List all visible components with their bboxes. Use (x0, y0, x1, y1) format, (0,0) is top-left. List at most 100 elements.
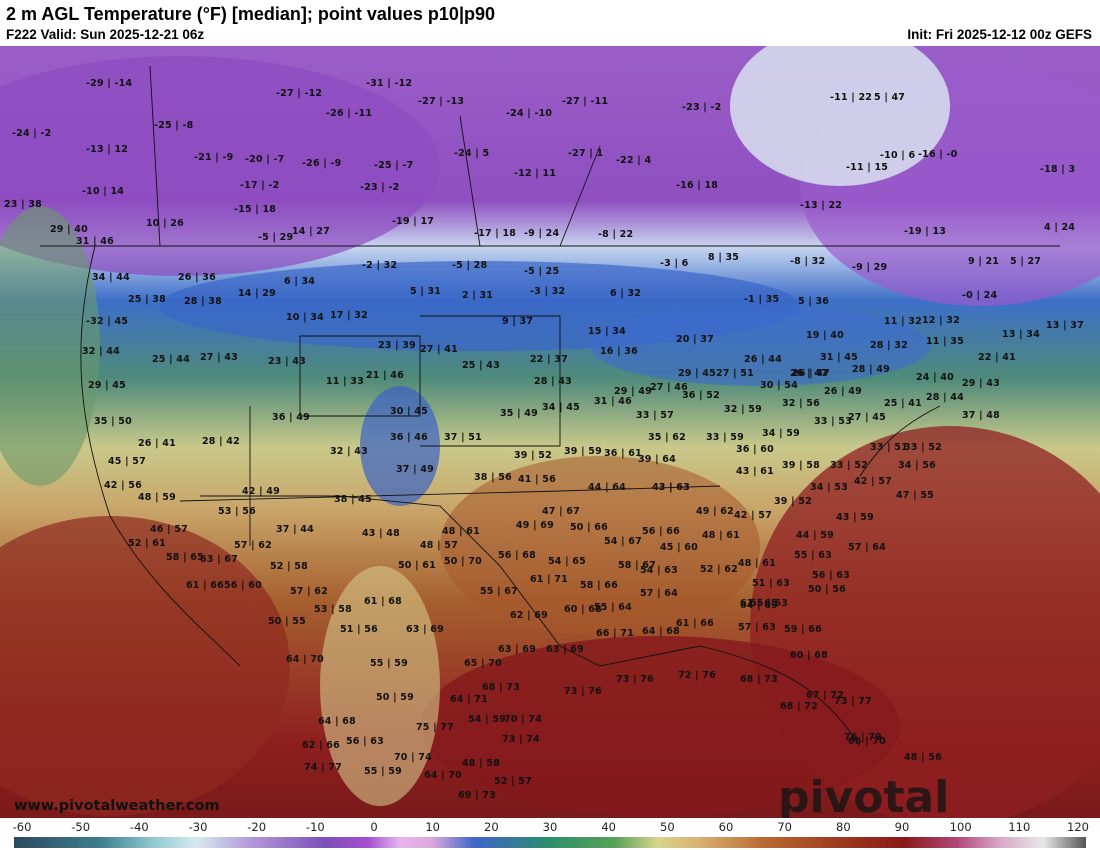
point-value-label: 31 | 45 (820, 352, 858, 363)
point-value-label: -8 | 32 (790, 256, 826, 267)
colorbar-tick-label: 10 (425, 820, 440, 834)
point-value-label: 52 | 58 (270, 561, 308, 572)
point-value-label: -3 | 6 (660, 258, 689, 269)
point-value-label: -26 | -9 (302, 158, 342, 169)
point-value-label: 10 | 26 (146, 218, 184, 229)
point-value-label: 61 | 68 (364, 596, 402, 607)
point-value-label: 50 | 66 (570, 522, 608, 533)
point-value-label: -5 | 28 (452, 260, 488, 271)
point-value-label: 6 | 32 (610, 288, 642, 299)
point-value-label: -19 | 13 (904, 226, 947, 237)
point-value-label: 39 | 59 (564, 446, 602, 457)
point-value-label: 12 | 32 (922, 315, 960, 326)
colorbar-tick-label: -50 (71, 820, 91, 834)
point-value-label: 55 | 64 (594, 602, 632, 613)
point-value-label: -1 | 35 (744, 294, 780, 305)
point-value-label: 64 | 71 (450, 694, 488, 705)
point-value-label: 57 | 62 (290, 586, 328, 597)
point-value-label: 43 | 63 (652, 482, 690, 493)
point-value-label: 73 | 77 (834, 696, 872, 707)
point-value-label: 33 | 57 (636, 410, 674, 421)
point-value-label: 25 | 44 (152, 354, 190, 365)
init-time: Init: Fri 2025-12-12 00z GEFS (907, 27, 1092, 42)
point-value-label: 29 | 49 (614, 386, 652, 397)
point-value-label: -22 | 4 (616, 155, 652, 166)
point-value-label: 17 | 32 (330, 310, 368, 321)
point-value-label: 32 | 59 (724, 404, 762, 415)
colorbar (14, 837, 1086, 848)
point-value-label: 39 | 58 (782, 460, 820, 471)
point-value-label: 42 | 49 (242, 486, 280, 497)
point-value-label: 54 | 59 (468, 714, 506, 725)
point-value-label: -24 | 5 (454, 148, 490, 159)
colorbar-tick-label: 40 (601, 820, 616, 834)
point-value-label: 27 | 46 (650, 382, 688, 393)
point-value-label: 8 | 35 (708, 252, 740, 263)
point-value-label: 32 | 44 (82, 346, 120, 357)
point-value-label: 9 | 21 (968, 256, 1000, 267)
point-value-label: 54 | 67 (604, 536, 642, 547)
point-value-label: 53 | 58 (314, 604, 352, 615)
point-value-label: 27 | 43 (200, 352, 238, 363)
point-value-label: 36 | 52 (682, 390, 720, 401)
point-value-label: 72 | 76 (678, 670, 716, 681)
point-value-label: 50 | 55 (268, 616, 306, 627)
point-value-label: -31 | -12 (366, 78, 413, 89)
point-value-label: 32 | 43 (330, 446, 368, 457)
point-value-label: 57 | 63 (738, 622, 776, 633)
point-value-label: 30 | 54 (760, 380, 798, 391)
point-value-label: 68 | 72 (780, 701, 818, 712)
point-value-label: 48 | 58 (462, 758, 500, 769)
point-value-label: 55 | 63 (750, 598, 788, 609)
point-value-label: -17 | 18 (474, 228, 517, 239)
point-value-label: 56 | 63 (346, 736, 384, 747)
point-value-label: -27 | -12 (276, 88, 323, 99)
point-value-label: 20 | 37 (676, 334, 714, 345)
point-value-label: 26 | 44 (744, 354, 782, 365)
point-value-label: -13 | 22 (800, 200, 843, 211)
point-value-label: -11 | 22 (830, 92, 873, 103)
colorbar-tick-label: 110 (1008, 820, 1031, 834)
point-value-label: 33 | 52 (904, 442, 942, 453)
point-value-label: 42 | 57 (734, 510, 772, 521)
point-value-label: 62 | 66 (302, 740, 340, 751)
point-value-label: -26 | -11 (326, 108, 373, 119)
point-value-label: 50 | 59 (376, 692, 414, 703)
point-value-label: 14 | 27 (292, 226, 330, 237)
point-value-label: 54 | 63 (640, 565, 678, 576)
map-layer (0, 46, 1100, 818)
point-value-label: 63 | 67 (200, 554, 238, 565)
point-value-label: 39 | 52 (774, 496, 812, 507)
point-value-label: -10 | 6 (880, 150, 916, 161)
point-value-label: 50 | 61 (398, 560, 436, 571)
point-value-label: -10 | 14 (82, 186, 125, 197)
point-value-label: 11 | 32 (884, 316, 922, 327)
point-value-label: 28 | 32 (870, 340, 908, 351)
point-value-label: 46 | 57 (150, 524, 188, 535)
point-value-label: 54 | 65 (548, 556, 586, 567)
point-value-label: 69 | 73 (458, 790, 496, 801)
point-value-label: 75 | 77 (416, 722, 454, 733)
point-value-label: 36 | 61 (604, 448, 642, 459)
point-value-label: 26 | 49 (824, 386, 862, 397)
point-value-label: 26 | 47 (790, 368, 828, 379)
point-value-label: 25 | 43 (462, 360, 500, 371)
point-value-label: 31 | 46 (76, 236, 114, 247)
point-value-label: 59 | 66 (784, 624, 822, 635)
point-value-label: 42 | 56 (104, 480, 142, 491)
point-value-label: 37 | 49 (396, 464, 434, 475)
point-value-label: 43 | 48 (362, 528, 400, 539)
point-value-label: 22 | 41 (978, 352, 1016, 363)
point-value-label: 37 | 51 (444, 432, 482, 443)
point-value-label: -2 | 32 (362, 260, 398, 271)
point-value-label: 55 | 59 (370, 658, 408, 669)
point-value-label: 19 | 40 (806, 330, 844, 341)
point-value-label: 10 | 34 (286, 312, 324, 323)
point-value-label: 37 | 48 (962, 410, 1000, 421)
point-value-label: 61 | 66 (676, 618, 714, 629)
point-value-label: 55 | 59 (364, 766, 402, 777)
point-value-label: 68 | 73 (740, 674, 778, 685)
point-value-label: 39 | 52 (514, 450, 552, 461)
point-value-label: 61 | 65 (740, 598, 778, 609)
point-value-label: -3 | 32 (530, 286, 566, 297)
